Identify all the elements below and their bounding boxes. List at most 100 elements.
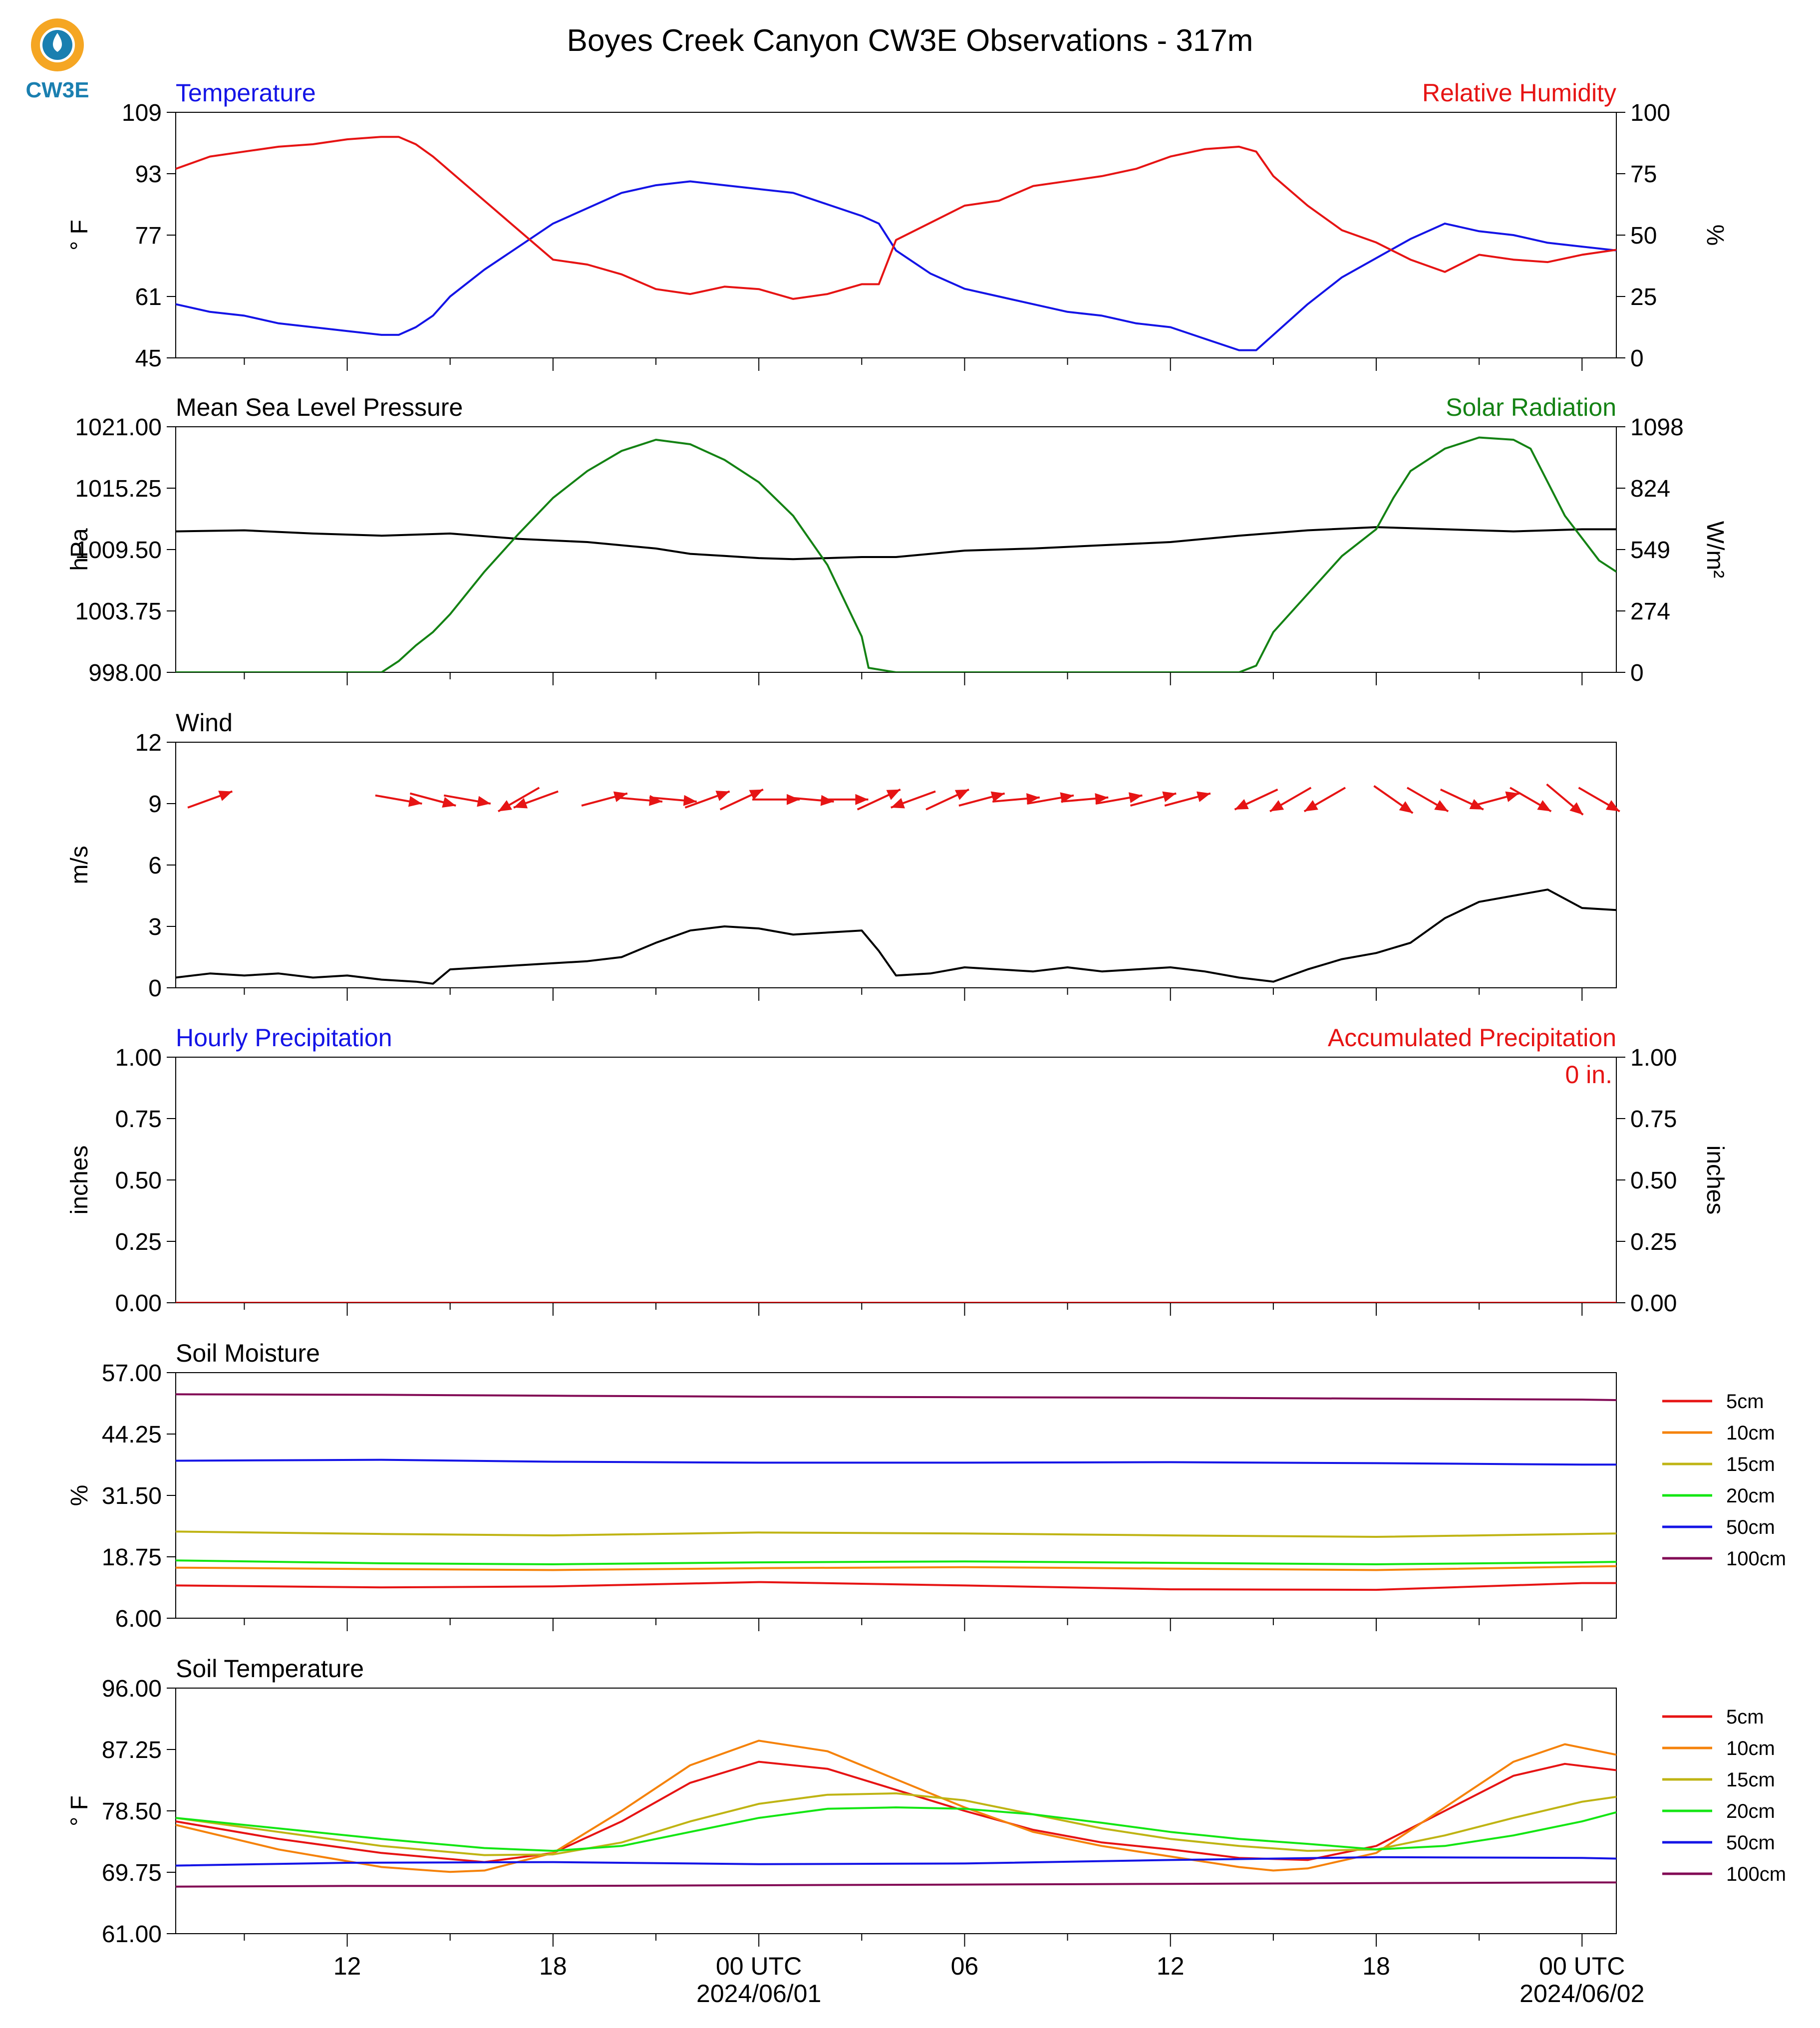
y-tick-label: 9 (148, 791, 162, 818)
wind-arrow (1269, 787, 1312, 813)
wind-arrow (821, 794, 869, 805)
series-group (176, 436, 1616, 672)
accumulated-total-label: 0 in. (1565, 1061, 1612, 1089)
y-tick-label: 6.00 (115, 1606, 162, 1632)
y-tick-label-right: 1.00 (1630, 1045, 1677, 1071)
wind-arrow (513, 790, 559, 809)
wind-arrow-head (613, 791, 627, 802)
legend-label: 20cm (1726, 1800, 1775, 1822)
y-axis-label-right: W/m² (1702, 521, 1728, 579)
y-tick-label: 77 (135, 223, 162, 249)
y-tick-label: 0.50 (115, 1167, 162, 1194)
y-axis-label: % (66, 1485, 93, 1506)
y-tick-label-right: 0.25 (1630, 1229, 1677, 1255)
y-tick-label: 87.25 (102, 1737, 162, 1763)
wind-arrow-head (218, 791, 233, 801)
x-date-label: 2024/06/01 (696, 1980, 821, 2008)
y-tick-label: 1003.75 (75, 598, 162, 625)
wind-arrow-head (1026, 793, 1040, 804)
y-tick-label-right: 0.50 (1630, 1167, 1677, 1194)
wind-arrow (719, 788, 764, 811)
panel-title-right: Solar Radiation (1446, 393, 1616, 421)
y-tick-label-right: 549 (1630, 537, 1670, 564)
series-group (176, 888, 1616, 985)
y-tick-label-right: 50 (1630, 223, 1657, 249)
wind-arrow (443, 794, 491, 807)
y-tick-label-right: 0.00 (1630, 1290, 1677, 1317)
x-tick-label: 06 (951, 1952, 979, 1980)
y-tick-label: 96.00 (102, 1676, 162, 1702)
y-tick-label: 6 (148, 853, 162, 879)
y-tick-label: 12 (135, 730, 162, 756)
wind-arrow-head (1197, 791, 1211, 802)
y-tick-label: 1015.25 (75, 476, 162, 502)
panel-title-right: Accumulated Precipitation (1328, 1024, 1616, 1052)
chart-title: Boyes Creek Canyon CW3E Observations - 3… (567, 23, 1253, 58)
wind-arrow-head (886, 789, 901, 800)
y-tick-label: 3 (148, 914, 162, 940)
y-tick-label-right: 0 (1630, 660, 1644, 686)
wind-arrow-head (1162, 791, 1177, 802)
panel-title-left: Soil Moisture (176, 1339, 320, 1367)
panel-title-left: Temperature (176, 79, 316, 107)
wind-arrow (1130, 791, 1177, 807)
wind-arrow (409, 792, 456, 808)
y-axis-label-right: % (1702, 225, 1728, 246)
wind-arrow (1164, 791, 1211, 807)
panel-title-left: Mean Sea Level Pressure (176, 393, 463, 421)
wind-arrow (649, 795, 697, 806)
y-tick-label: 1021.00 (75, 414, 162, 441)
wind-arrow (1303, 787, 1346, 813)
y-tick-label: 61.00 (102, 1921, 162, 1948)
series-line-solar (176, 436, 1616, 672)
wind-arrow-head (1569, 802, 1583, 815)
wind-arrow-head (1095, 793, 1109, 804)
wind-arrow-head (1304, 800, 1318, 812)
panel-pressure-solar: Mean Sea Level Pressure Solar Radiation 99… (66, 393, 1728, 686)
x-tick-label: 12 (1157, 1952, 1185, 1980)
wind-arrow (958, 791, 1005, 807)
wind-arrow-head (1505, 791, 1519, 802)
wind-arrow (891, 790, 936, 809)
y-tick-label: 109 (122, 100, 162, 126)
logo-text: CW3E (25, 78, 89, 102)
y-axis-label-right: inches (1702, 1146, 1728, 1215)
y-tick-label-right: 824 (1630, 476, 1670, 502)
panel-soil-temperature: Soil Temperature 61.00 69.75 78.50 87.25 96.0… (66, 1655, 1786, 1948)
series-group (176, 1393, 1616, 1591)
wind-arrow (1027, 792, 1074, 805)
legend-label: 50cm (1726, 1832, 1775, 1854)
wind-arrow (925, 788, 969, 811)
panel-title-left: Wind (176, 709, 233, 737)
wind-arrow (684, 790, 730, 809)
legend-label: 10cm (1726, 1422, 1775, 1444)
y-axis-label: ° F (66, 1795, 93, 1826)
wind-arrow (187, 790, 233, 809)
wind-arrow-head (990, 791, 1005, 802)
panel-precipitation: Hourly Precipitation Accumulated Precipit… (66, 1024, 1728, 1317)
y-axis-label: m/s (66, 846, 93, 884)
y-axis-label: inches (66, 1146, 93, 1215)
wind-arrow (1546, 783, 1584, 816)
legend-label: 15cm (1726, 1769, 1775, 1791)
wind-arrow (581, 791, 628, 807)
wind-arrow (1473, 791, 1519, 807)
wind-arrow-head (1605, 800, 1620, 812)
wind-arrow-head (891, 798, 905, 809)
panel-title-left: Hourly Precipitation (176, 1024, 392, 1052)
legend-label: 15cm (1726, 1453, 1775, 1475)
wind-arrow-head (683, 795, 697, 806)
wind-arrow-head (442, 797, 456, 808)
y-tick-label: 31.50 (102, 1483, 162, 1509)
wind-arrow-head (498, 800, 512, 812)
panel-title-right: Relative Humidity (1422, 79, 1616, 107)
x-tick-label: 18 (1362, 1952, 1390, 1980)
wind-arrow-head (749, 789, 763, 800)
wind-arrow (1095, 792, 1143, 805)
wind-arrow (1510, 787, 1552, 813)
series-group (176, 1739, 1616, 1888)
y-axis-label: ° F (66, 220, 93, 251)
legend-label: 50cm (1726, 1516, 1775, 1538)
